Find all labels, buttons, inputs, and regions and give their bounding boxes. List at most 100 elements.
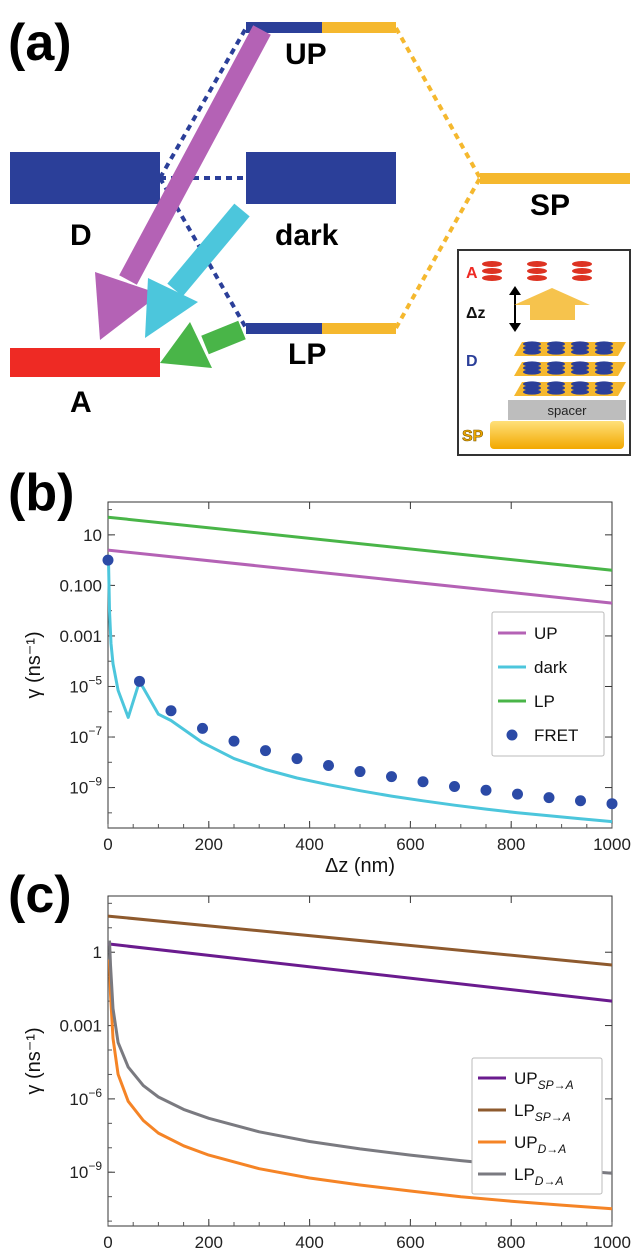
fret-point [323, 759, 334, 771]
y-axis-label: γ (ns⁻¹) [23, 1027, 45, 1094]
x-tick-label: 200 [195, 835, 223, 854]
inset-schematic: A Δz D spacer SP [457, 249, 631, 456]
legend-box [471, 1057, 603, 1195]
donor-molecule [595, 365, 613, 371]
donor-molecule [523, 381, 541, 387]
fret-point [417, 776, 429, 788]
donor-molecule [523, 389, 541, 395]
sp-label: SP [530, 189, 570, 222]
y-axis-label: γ (ns⁻¹) [23, 631, 45, 698]
donor-molecule [571, 365, 589, 371]
fret-point [134, 675, 145, 687]
d-label: D [70, 219, 92, 252]
series-line-up-d-a [108, 959, 613, 1211]
donor-molecule [547, 365, 565, 371]
panel-a-label: (a) [8, 14, 72, 72]
fret-point [354, 766, 366, 778]
acceptor-molecules [482, 261, 592, 281]
donor-molecule [547, 349, 565, 355]
series-line-up [107, 548, 613, 605]
donor-molecule [595, 389, 613, 395]
y-tick-label: 10−7 [69, 724, 102, 747]
x-tick-label: 400 [295, 1233, 323, 1252]
fret-point [165, 705, 177, 717]
donor-molecule [571, 345, 589, 351]
fret-point [606, 798, 618, 810]
up-level-donor-part [246, 22, 322, 33]
donor-molecule [595, 381, 613, 387]
panel-c-label: (c) [8, 866, 72, 924]
y-tick-label: 0.001 [59, 1017, 102, 1036]
donor-molecule [547, 345, 565, 351]
panel-b: (b) 0 200 400 600 800 1000 10 0.100 0.001 10−5 10−… [8, 464, 631, 877]
fret-point [480, 784, 492, 796]
d-level [10, 152, 160, 204]
donor-molecule [523, 345, 541, 351]
fret-point [102, 554, 114, 566]
inset-a-label: A [466, 265, 478, 282]
lp-level-sp-part [322, 323, 396, 334]
inset-dz-arrow-down [509, 323, 521, 332]
x-tick-label: 0 [103, 1233, 112, 1252]
x-tick-label: 800 [497, 835, 525, 854]
y-tick-label: 0.001 [59, 627, 102, 646]
fret-point [228, 735, 240, 747]
donor-molecule [547, 341, 565, 347]
series-line-lp [107, 515, 613, 572]
y-tick-label: 0.100 [59, 576, 102, 595]
chart-b: 0 200 400 600 800 1000 10 0.100 0.001 10−5 10−7 10−… [23, 501, 631, 877]
inset-spacer-label: spacer [547, 403, 587, 418]
donor-molecule [595, 369, 613, 375]
d-up-coupling [158, 27, 248, 179]
legend-entry: UP [534, 624, 558, 643]
donor-molecule [571, 385, 589, 391]
donor-molecule [547, 361, 565, 367]
donor-molecule [571, 381, 589, 387]
donor-molecule [547, 389, 565, 395]
lp-level-donor-part [246, 323, 322, 334]
y-tick-label: 10−9 [69, 1159, 102, 1182]
donor-molecule [595, 345, 613, 351]
up-to-a-arrow-shaft [119, 25, 271, 285]
donor-molecule [523, 365, 541, 371]
donor-molecule [571, 369, 589, 375]
x-tick-label: 0 [103, 835, 112, 854]
dark-to-a-arrow-head [145, 278, 198, 338]
legend-marker [506, 729, 518, 741]
series-line-dark [107, 560, 613, 824]
inset-energy-arrow [514, 288, 590, 320]
donor-molecule [595, 361, 613, 367]
panel-a: (a) UP D dark SP LP A [8, 14, 631, 456]
inset-sp-label: SP [462, 428, 484, 445]
d-lp-coupling [158, 177, 248, 329]
legend-entry: UPSP→A [514, 1069, 574, 1092]
up-label: UP [285, 38, 327, 71]
fret-point [197, 722, 208, 734]
x-tick-label: 1000 [593, 835, 631, 854]
inset-sp-metal [490, 421, 624, 449]
transfer-arrows [95, 25, 271, 368]
x-tick-label: 1000 [593, 1233, 631, 1252]
panel-b-label: (b) [8, 464, 74, 522]
y-tick-label: 1 [93, 943, 102, 962]
donor-molecule [595, 349, 613, 355]
sp-lp-coupling [394, 177, 482, 329]
legend-entry: LPD→A [514, 1165, 563, 1188]
y-tick-label: 10−9 [69, 775, 102, 798]
fret-point [260, 745, 271, 757]
donor-molecule [571, 389, 589, 395]
sp-up-coupling [394, 27, 482, 179]
x-tick-label: 600 [396, 835, 424, 854]
legend-entry: LP [534, 692, 555, 711]
a-label: A [70, 386, 92, 419]
donor-molecule [523, 385, 541, 391]
dark-level [246, 152, 396, 204]
sp-level [480, 173, 630, 184]
donor-molecule [547, 369, 565, 375]
x-axis-label: Δz (nm) [325, 855, 395, 877]
donor-molecule [523, 349, 541, 355]
donor-molecule [595, 385, 613, 391]
